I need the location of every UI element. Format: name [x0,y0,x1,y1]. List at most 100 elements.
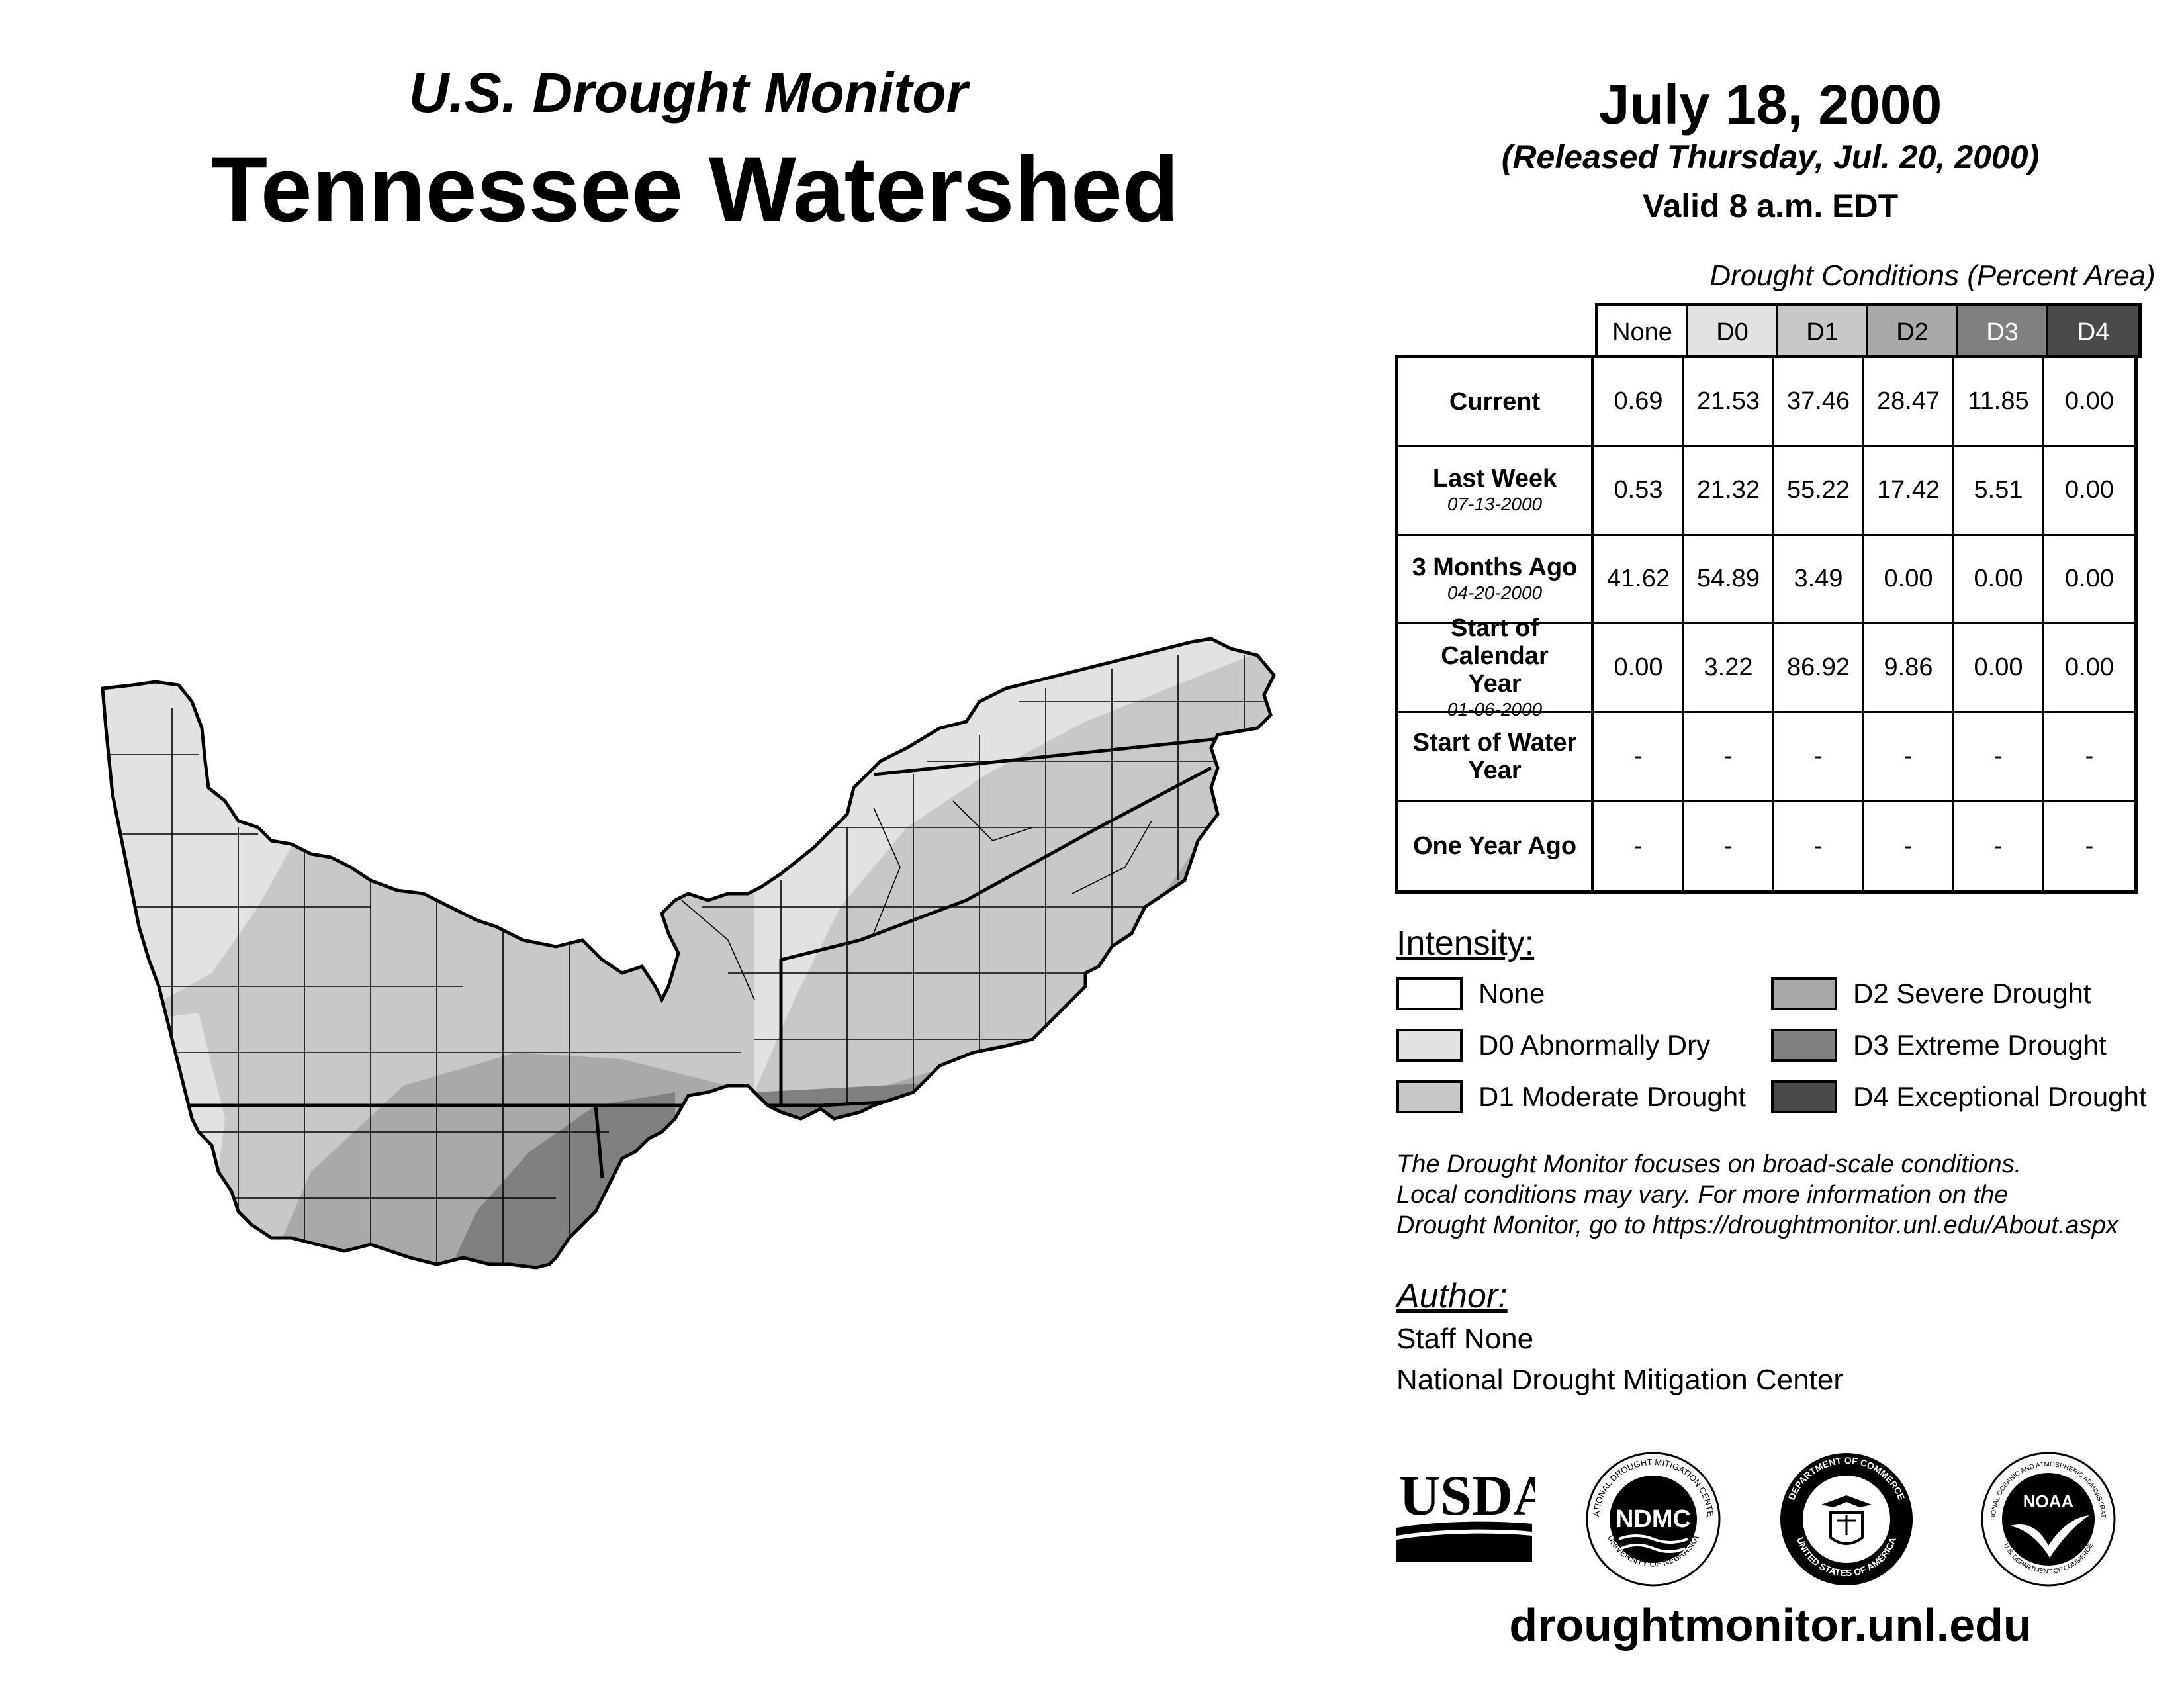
row-label-text: Start of Water Year [1412,728,1577,784]
legend-swatch [1771,1029,1837,1062]
row-label: Current [1398,358,1594,445]
row-label: One Year Ago [1398,802,1594,890]
legend-swatch [1396,977,1463,1010]
cell-none: 0.53 [1594,447,1684,534]
cell-d4: 0.00 [2065,653,2114,681]
row-date: 07-13-2000 [1447,493,1543,514]
drought-table: Current 0.69 21.53 37.46 28.47 11.85 0.00 Last … [1395,355,2138,894]
cell-d3: 11.85 [1954,358,2044,445]
table-row: One Year Ago - - - - - - [1398,802,2134,890]
disclaimer-line: Local conditions may vary. For more info… [1396,1181,2009,1209]
cell-d3: - [1954,802,2044,890]
legend-title: Intensity: [1396,924,1535,962]
cell-d4: 0.00 [2065,387,2114,415]
cell-d0: - [1684,713,1774,800]
author-name: Staff None [1396,1323,1534,1355]
cell-d3: 0.00 [1954,536,2044,622]
legend-swatch [1771,1080,1837,1113]
table-header-row: None D0 D1 D2 D3 D4 [1595,303,2142,358]
author-label: Author: [1396,1277,1508,1315]
footer-url[interactable]: droughtmonitor.unl.edu [1509,1599,2032,1651]
column-header-d4: D4 [2048,306,2138,358]
shield-icon [1829,1511,1864,1545]
legend-item: D0 Abnormally Dry [1396,1027,1710,1064]
cell-d0: 21.53 [1684,358,1774,445]
column-header-d3: D3 [1958,306,2048,358]
legend-label: D1 Moderate Drought [1479,1081,1746,1112]
cell-d1: 55.22 [1774,447,1864,534]
usda-logo-text: USDA [1399,1464,1535,1527]
cell-d0: 21.32 [1684,447,1774,534]
table-row: Start of Water Year - - - - - - [1398,713,2134,802]
row-label-text: Current [1449,387,1541,416]
ndmc-logo: NATIONAL DROUGHT MITIGATION CENTER UNIVE… [1580,1446,1721,1587]
legend-label: D0 Abnormally Dry [1479,1029,1711,1060]
ndmc-logo-text: NDMC [1615,1505,1691,1533]
watershed-map [93,629,1304,1297]
doc-seal-logo: DEPARTMENT OF COMMERCE UNITED STATES OF … [1780,1453,1913,1585]
cell-d4: - [2085,742,2094,770]
map-title: Tennessee Watershed [210,137,1179,241]
row-label: Start of Water Year [1398,713,1594,800]
table-title: Drought Conditions (Percent Area) [1709,259,2156,292]
cell-none: 41.62 [1594,536,1684,622]
eagle-icon [1821,1495,1872,1507]
noaa-logo: NATIONAL OCEANIC AND ATMOSPHERIC ADMINIS… [1976,1446,2116,1587]
row-date: 04-20-2000 [1447,582,1543,603]
cell-d4: 0.00 [2065,476,2114,504]
table-row: 3 Months Ago 04-20-2000 41.62 54.89 3.49 0.00… [1398,536,2134,624]
cell-d1: 86.92 [1774,624,1864,711]
d1-area [103,639,1274,1268]
release-date: (Released Thursday, Jul. 20, 2000) [1501,138,2040,175]
cell-d2: 17.42 [1864,447,1954,534]
row-label: Start of Calendar Year 01-06-2000 [1398,614,1594,720]
cell-d0: - [1684,802,1774,890]
cell-d2: 28.47 [1864,358,1954,445]
disclaimer: The Drought Monitor focuses on broad-sca… [1396,1149,2177,1241]
cell-d0: 3.22 [1684,624,1774,711]
legend-label: D4 Exceptional Drought [1853,1081,2147,1112]
row-label-text: 3 Months Ago [1412,553,1578,581]
cell-d4: 0.00 [2065,565,2114,592]
cell-d2: 0.00 [1864,536,1954,622]
cell-none: 0.00 [1594,624,1684,711]
d0-area-south-west [103,1013,225,1258]
cell-d1: - [1774,802,1864,890]
row-label: 3 Months Ago 04-20-2000 [1398,536,1594,622]
noaa-bird-icon [2010,1515,2089,1558]
cell-d2: - [1864,802,1954,890]
row-label-text: Last Week [1432,464,1557,492]
table-row: Current 0.69 21.53 37.46 28.47 11.85 0.00 [1398,358,2134,447]
legend-label: None [1479,978,1545,1009]
cell-none: - [1594,802,1684,890]
usda-logo: USDA [1396,1464,1535,1562]
legend-item: D3 Extreme Drought [1771,1027,2107,1064]
legend-item: D1 Moderate Drought [1396,1078,1746,1115]
disclaimer-line: The Drought Monitor focuses on broad-sca… [1396,1150,2022,1178]
legend-label: D3 Extreme Drought [1853,1029,2107,1060]
cell-d4: - [2085,831,2094,860]
legend-item: None [1396,975,1545,1012]
map-date: July 18, 2000 [1598,73,1942,136]
cell-d0: 54.89 [1684,536,1774,622]
cell-d3: 5.51 [1954,447,2044,534]
column-header-d2: D2 [1868,306,1958,358]
column-header-d1: D1 [1778,306,1868,358]
cell-d2: - [1864,713,1954,800]
legend-item: D2 Severe Drought [1771,975,2091,1012]
author-org: National Drought Mitigation Center [1396,1364,1844,1396]
legend-swatch [1396,1080,1463,1113]
noaa-logo-text: NOAA [2023,1491,2074,1511]
legend-swatch [1396,1029,1463,1062]
column-header-none: None [1598,306,1688,358]
table-row: Start of Calendar Year 01-06-2000 0.00 3.22… [1398,614,2134,720]
cell-d1: 3.49 [1774,536,1864,622]
valid-time: Valid 8 a.m. EDT [1642,187,1899,224]
row-label-text: One Year Ago [1412,832,1577,860]
table-row: Last Week 07-13-2000 0.53 21.32 55.22 17.42 5.… [1398,447,2134,536]
cell-none: - [1594,713,1684,800]
row-date: 01-06-2000 [1447,698,1543,720]
row-label: Last Week 07-13-2000 [1398,447,1594,534]
cell-d1: 37.46 [1774,358,1864,445]
column-header-d0: D0 [1688,306,1778,358]
